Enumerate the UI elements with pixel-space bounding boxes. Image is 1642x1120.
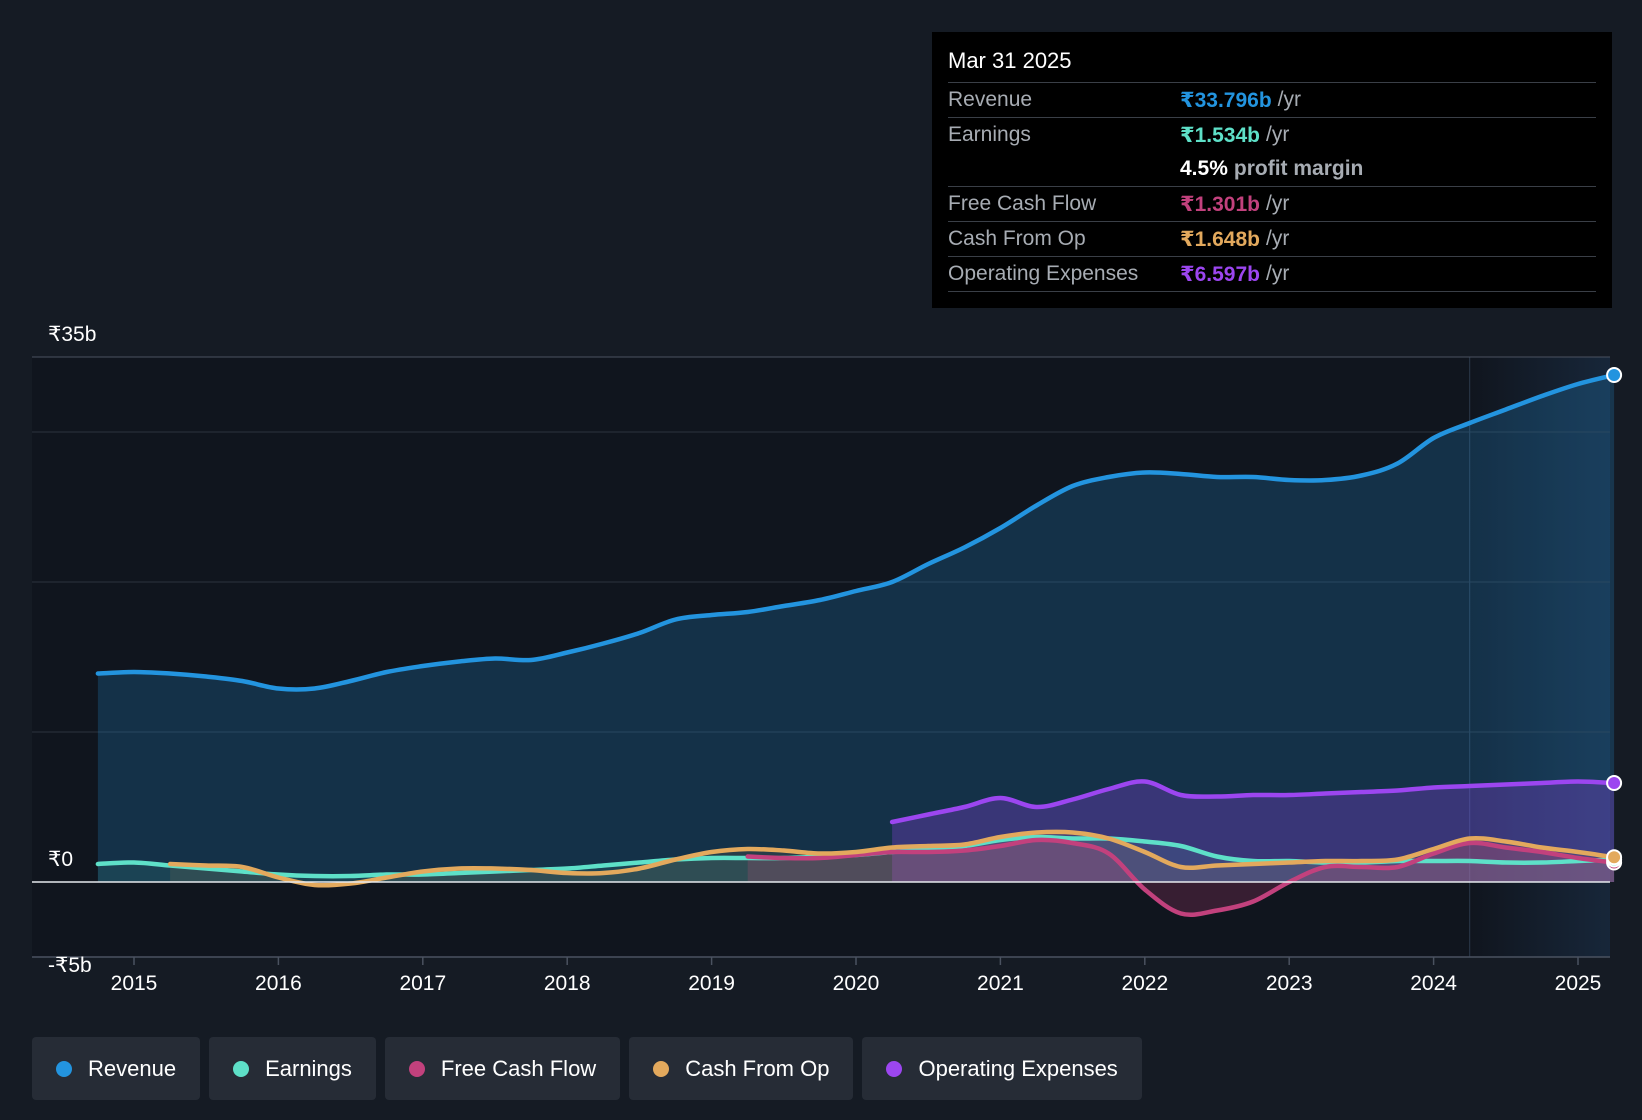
series-lines bbox=[95, 372, 1617, 918]
tooltip-value: ₹1.534b bbox=[1180, 123, 1260, 147]
legend-item-cash-from-op[interactable]: Cash From Op bbox=[629, 1037, 854, 1100]
tooltip-unit: /yr bbox=[1277, 88, 1301, 111]
tooltip-bottom-rule bbox=[948, 291, 1596, 296]
legend-label: Operating Expenses bbox=[918, 1055, 1118, 1081]
tooltip-value: ₹1.648b bbox=[1180, 227, 1260, 251]
legend-item-free-cash-flow[interactable]: Free Cash Flow bbox=[384, 1037, 621, 1100]
tooltip-value: ₹1.301b bbox=[1180, 192, 1260, 216]
revenue-line bbox=[95, 372, 1617, 692]
tooltip-row-revenue: Revenue ₹33.796b /yr bbox=[948, 82, 1596, 117]
fcf-area bbox=[747, 839, 1615, 915]
x-tick-label: 2025 bbox=[1555, 972, 1602, 995]
revenue-area bbox=[97, 375, 1615, 882]
tooltip-label: Earnings bbox=[948, 123, 1031, 146]
x-tick-label: 2024 bbox=[1410, 972, 1457, 995]
cash-from-op-dot-icon bbox=[653, 1060, 670, 1077]
y-axis-label: ₹0 bbox=[48, 848, 73, 871]
x-tick-label: 2021 bbox=[977, 972, 1024, 995]
x-tick-label: 2019 bbox=[688, 972, 735, 995]
tooltip-unit: /yr bbox=[1266, 262, 1290, 285]
tooltip-unit: /yr bbox=[1266, 123, 1290, 146]
earnings-dot-icon bbox=[233, 1060, 250, 1077]
tooltip-unit: /yr bbox=[1266, 192, 1290, 215]
legend: Revenue Earnings Free Cash Flow Cash Fro… bbox=[32, 1037, 1142, 1100]
fcf-line bbox=[745, 837, 1617, 918]
revenue-dot-icon bbox=[56, 1060, 72, 1077]
legend-label: Revenue bbox=[88, 1055, 177, 1081]
tooltip-label: Revenue bbox=[948, 88, 1033, 111]
tooltip-unit: /yr bbox=[1266, 227, 1290, 250]
cfo-end-marker bbox=[1606, 849, 1623, 866]
x-tick-label: 2020 bbox=[833, 972, 880, 995]
profit-margin-value: 4.5% bbox=[1180, 157, 1228, 180]
y-axis-label: ₹35b bbox=[48, 323, 96, 346]
x-axis-ticks: 2015 2016 2017 2018 2019 2020 2021 2022 2023 2024… bbox=[32, 956, 1610, 995]
x-tick-label: 2016 bbox=[255, 972, 302, 995]
free-cash-flow-dot-icon bbox=[408, 1060, 425, 1077]
x-tick-label: 2022 bbox=[1121, 972, 1168, 995]
tooltip-row-profit-margin: 4.5% profit margin bbox=[948, 152, 1596, 186]
legend-item-revenue[interactable]: Revenue bbox=[32, 1037, 201, 1100]
opex-line bbox=[889, 779, 1617, 825]
legend-item-earnings[interactable]: Earnings bbox=[209, 1037, 376, 1100]
tooltip-label: Cash From Op bbox=[948, 227, 1086, 250]
x-tick-label: 2018 bbox=[544, 972, 591, 995]
legend-label: Cash From Op bbox=[685, 1055, 830, 1081]
tooltip-value: ₹6.597b bbox=[1180, 262, 1260, 286]
opex-end-marker bbox=[1606, 775, 1623, 791]
tooltip-value: ₹33.796b bbox=[1180, 88, 1272, 112]
tooltip-label: Operating Expenses bbox=[948, 262, 1139, 285]
earnings-area bbox=[97, 836, 1615, 882]
tooltip-label: Free Cash Flow bbox=[948, 192, 1097, 215]
tooltip-row-earnings: Earnings ₹1.534b /yr bbox=[948, 117, 1596, 152]
x-tick-label: 2017 bbox=[399, 972, 446, 995]
tooltip-panel: Mar 31 2025 Revenue ₹33.796b /yr Earning… bbox=[932, 32, 1612, 308]
tooltip-row-free-cash-flow: Free Cash Flow ₹1.301b /yr bbox=[948, 186, 1596, 221]
tooltip-date: Mar 31 2025 bbox=[948, 48, 1072, 73]
revenue-end-marker bbox=[1606, 367, 1623, 383]
tooltip-row-cash-from-op: Cash From Op ₹1.648b /yr bbox=[948, 221, 1596, 256]
cfo-line bbox=[167, 829, 1617, 888]
operating-expenses-dot-icon bbox=[886, 1060, 903, 1077]
y-axis-labels: ₹35b ₹0 -₹5b bbox=[48, 323, 96, 977]
x-tick-label: 2023 bbox=[1266, 972, 1313, 995]
legend-item-operating-expenses[interactable]: Operating Expenses bbox=[862, 1037, 1142, 1100]
tooltip-row-operating-expenses: Operating Expenses ₹6.597b /yr bbox=[948, 256, 1596, 291]
profit-margin-label: profit margin bbox=[1233, 157, 1364, 180]
legend-label: Earnings bbox=[265, 1055, 352, 1081]
series-end-markers bbox=[1606, 367, 1623, 871]
x-tick-label: 2015 bbox=[111, 972, 158, 995]
opex-area bbox=[892, 781, 1615, 882]
y-axis-label: -₹5b bbox=[48, 954, 92, 977]
legend-label: Free Cash Flow bbox=[440, 1055, 597, 1081]
